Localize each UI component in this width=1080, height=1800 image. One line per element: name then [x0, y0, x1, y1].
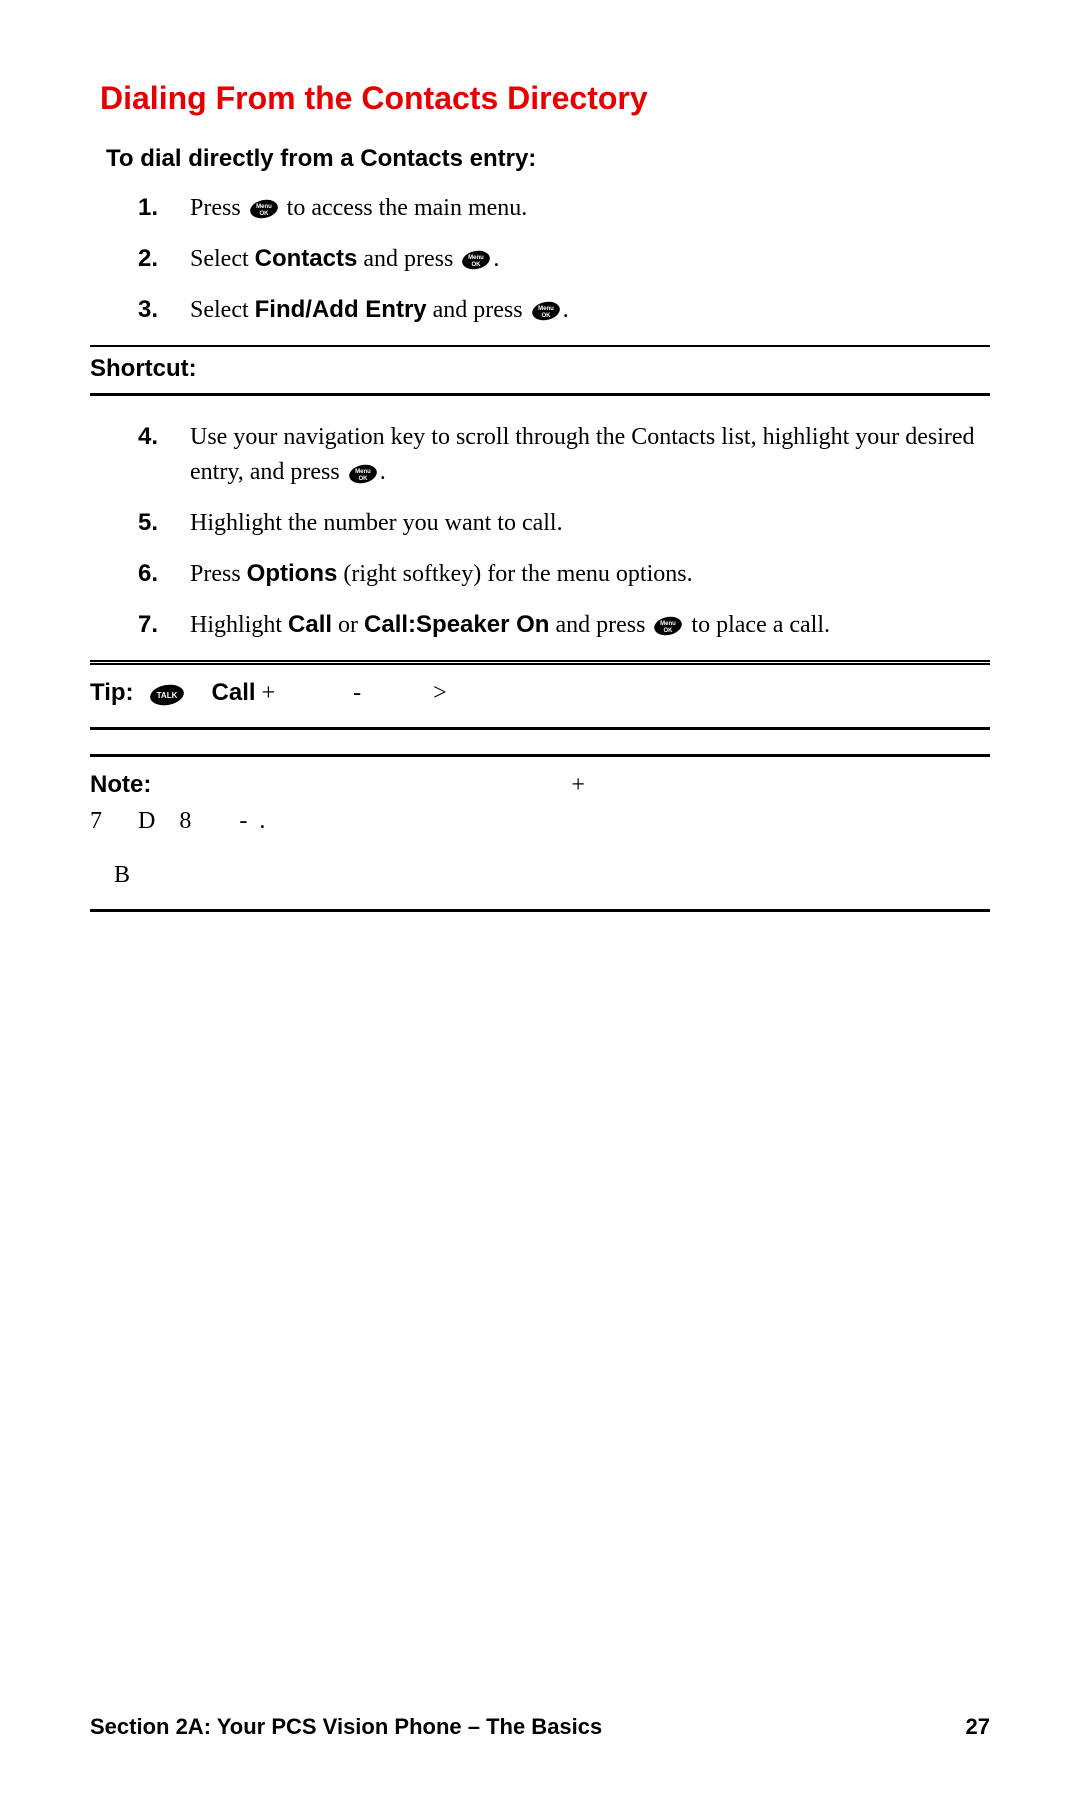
step-number: 6. [138, 557, 190, 592]
svg-text:Menu: Menu [256, 204, 272, 210]
steps-list-b: 4.Use your navigation key to scroll thro… [138, 420, 990, 642]
svg-text:OK: OK [472, 262, 482, 268]
svg-text:Menu: Menu [661, 621, 677, 627]
svg-text:Menu: Menu [355, 469, 371, 475]
manual-page: Dialing From the Contacts Directory To d… [0, 0, 1080, 1800]
svg-text:TALK: TALK [156, 691, 177, 700]
step-body: Select Contacts and press MenuOK. [190, 242, 990, 277]
step-item: 7.Highlight Call or Call:Speaker On and … [138, 608, 990, 643]
svg-text:OK: OK [358, 476, 368, 482]
note-line3: B [90, 857, 990, 893]
menu-ok-key-icon: MenuOK [348, 463, 378, 485]
svg-text:OK: OK [259, 211, 269, 217]
footer-section: Section 2A: Your PCS Vision Phone – The … [90, 1714, 602, 1740]
step-item: 1.Press MenuOK to access the main menu. [138, 191, 990, 226]
step-item: 6.Press Options (right softkey) for the … [138, 557, 990, 592]
steps-list-a: 1.Press MenuOK to access the main menu.2… [138, 191, 990, 327]
page-footer: Section 2A: Your PCS Vision Phone – The … [90, 1714, 990, 1740]
tip-content: TALK Call + - > [140, 680, 447, 706]
step-number: 2. [138, 242, 190, 277]
menu-ok-key-icon: MenuOK [653, 615, 683, 637]
step-body: Highlight the number you want to call. [190, 506, 990, 541]
step-item: 5.Highlight the number you want to call. [138, 506, 990, 541]
svg-text:OK: OK [541, 313, 551, 319]
step-number: 7. [138, 608, 190, 643]
note-line2: 7 D 8 - . [90, 803, 990, 839]
step-body: Select Find/Add Entry and press MenuOK. [190, 293, 990, 328]
note-label: Note: [90, 771, 151, 798]
bold-term: Call:Speaker On [364, 611, 549, 638]
step-body: Highlight Call or Call:Speaker On and pr… [190, 608, 990, 643]
step-item: 4.Use your navigation key to scroll thro… [138, 420, 990, 490]
tip-callout: Tip: TALK Call + - > [90, 660, 990, 730]
bold-term: Find/Add Entry [255, 296, 427, 323]
step-body: Press Options (right softkey) for the me… [190, 557, 990, 592]
menu-ok-key-icon: MenuOK [249, 198, 279, 220]
step-number: 5. [138, 506, 190, 541]
bold-term: Options [247, 560, 338, 587]
talk-key-icon: TALK [148, 683, 186, 707]
step-number: 3. [138, 293, 190, 328]
svg-text:Menu: Menu [538, 306, 554, 312]
step-body: Use your navigation key to scroll throug… [190, 420, 990, 490]
footer-page-number: 27 [966, 1714, 990, 1740]
svg-text:Menu: Menu [468, 255, 484, 261]
svg-text:OK: OK [664, 628, 674, 634]
tip-label: Tip: [90, 679, 134, 706]
note-callout: Note: + 7 D 8 - . B [90, 754, 990, 912]
sub-heading: To dial directly from a Contacts entry: [106, 145, 990, 173]
shortcut-callout: Shortcut: [90, 345, 990, 396]
note-line1: + [157, 772, 585, 798]
bold-term: Call [212, 679, 256, 706]
step-number: 4. [138, 420, 190, 455]
menu-ok-key-icon: MenuOK [461, 249, 491, 271]
step-item: 3.Select Find/Add Entry and press MenuOK… [138, 293, 990, 328]
menu-ok-key-icon: MenuOK [531, 300, 561, 322]
bold-term: Contacts [255, 245, 358, 272]
step-body: Press MenuOK to access the main menu. [190, 191, 990, 226]
step-item: 2.Select Contacts and press MenuOK. [138, 242, 990, 277]
bold-term: Call [288, 611, 332, 638]
step-number: 1. [138, 191, 190, 226]
page-heading: Dialing From the Contacts Directory [100, 80, 990, 117]
shortcut-label: Shortcut: [90, 355, 197, 382]
